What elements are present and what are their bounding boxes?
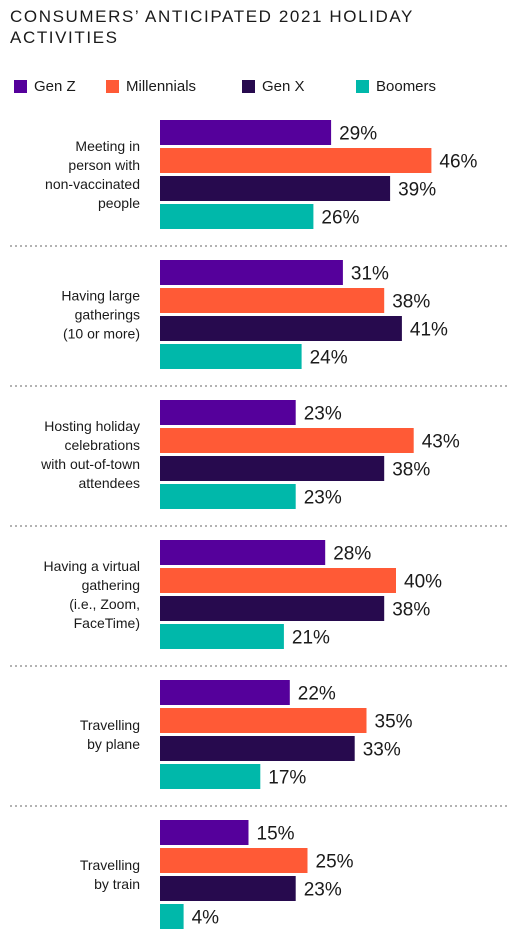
bar <box>160 456 385 481</box>
category-group: Travelling by plane 22% 35% 33% 17% <box>80 680 413 789</box>
data-label: 29% <box>339 124 377 145</box>
legend-item: Gen Z <box>14 76 76 96</box>
category-label: Hosting holiday celebrations with out-of-t… <box>40 418 140 491</box>
bar <box>160 568 396 593</box>
bar <box>160 204 314 229</box>
data-label: 23% <box>304 404 342 425</box>
data-label: 39% <box>398 180 436 201</box>
data-label: 15% <box>257 824 295 845</box>
data-label: 21% <box>292 628 330 649</box>
data-label: 43% <box>422 432 460 453</box>
data-label: 23% <box>304 488 342 509</box>
data-label: 26% <box>321 208 359 229</box>
bar <box>160 176 391 201</box>
bar <box>160 540 326 565</box>
legend-swatch <box>242 79 255 93</box>
data-label: 41% <box>410 320 448 341</box>
data-label: 28% <box>333 544 371 565</box>
legend-label: Gen Z <box>34 77 76 95</box>
data-label: 23% <box>304 880 342 901</box>
data-label: 17% <box>268 768 306 789</box>
bar <box>160 316 402 341</box>
bar <box>160 120 332 145</box>
bar <box>160 148 432 173</box>
bar <box>160 400 296 425</box>
data-label: 38% <box>392 460 430 481</box>
bar <box>160 596 385 621</box>
data-label: 22% <box>298 684 336 705</box>
bar <box>160 904 184 929</box>
bar <box>160 260 343 285</box>
bar <box>160 876 296 901</box>
bar <box>160 820 249 845</box>
data-label: 38% <box>392 292 430 313</box>
legend-swatch <box>356 79 369 93</box>
bar <box>160 708 367 733</box>
legend-label: Millennials <box>126 77 197 95</box>
bar <box>160 344 302 369</box>
legend: Gen Z Millennials Gen X Boomers <box>14 76 514 96</box>
bar <box>160 288 385 313</box>
data-label: 38% <box>392 600 430 621</box>
category-label: Having large gatherings (10 or more) <box>61 288 140 342</box>
legend-item: Gen X <box>242 76 305 96</box>
category-group: Travelling by train 15% 25% 23% 4% <box>80 820 354 929</box>
data-label: 4% <box>192 908 220 929</box>
data-label: 40% <box>404 572 442 593</box>
data-label: 31% <box>351 264 389 285</box>
bar <box>160 680 290 705</box>
data-label: 33% <box>363 740 401 761</box>
category-group: Hosting holiday celebrations with out-of-t… <box>40 400 460 509</box>
legend-item: Millennials <box>106 76 196 96</box>
data-label: 25% <box>316 852 354 873</box>
category-label: Having a virtual gathering (i.e., Zoom, Fac… <box>44 558 141 631</box>
category-group: Having large gatherings (10 or more) 31%38%… <box>61 260 448 369</box>
category-label: Travelling by plane <box>80 717 140 752</box>
legend-swatch <box>106 79 119 93</box>
legend-label: Boomers <box>376 77 437 95</box>
chart-title: CONSUMERS’ ANTICIPATED 2021 HOLIDAY ACTI… <box>10 7 414 47</box>
legend-label: Gen X <box>262 77 305 95</box>
category-group: Having a virtual gathering (i.e., Zoom, Fac… <box>44 540 442 649</box>
bar <box>160 764 261 789</box>
data-label: 35% <box>375 712 413 733</box>
data-label: 24% <box>310 348 348 369</box>
bar <box>160 736 355 761</box>
bar <box>160 848 308 873</box>
bar <box>160 624 284 649</box>
legend-swatch <box>14 79 27 93</box>
data-label: 46% <box>439 152 477 173</box>
bar <box>160 484 296 509</box>
legend-item: Boomers <box>356 76 436 96</box>
category-label: Travelling by train <box>80 857 140 892</box>
bar <box>160 428 414 453</box>
category-group: Meeting in person with non-vaccinated peopl… <box>45 120 478 229</box>
category-label: Meeting in person with non-vaccinated peopl… <box>45 138 140 211</box>
